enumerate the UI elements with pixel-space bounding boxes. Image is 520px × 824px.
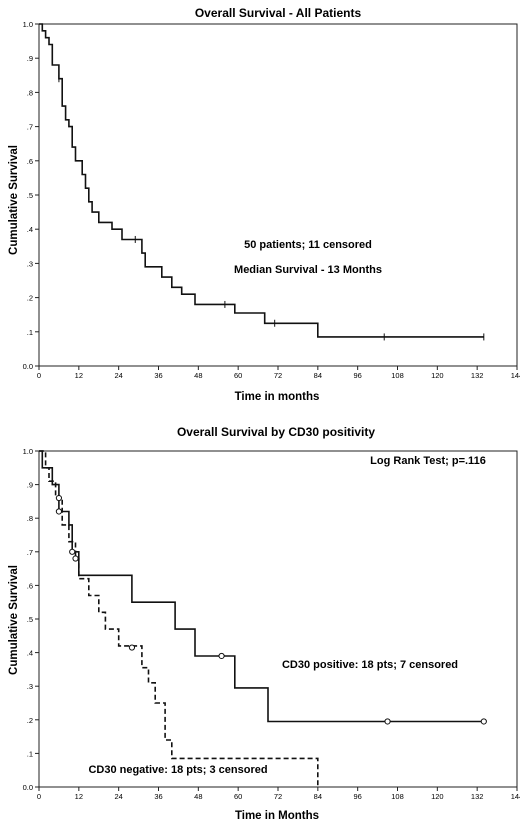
plot-frame (38, 450, 518, 788)
x-tick-label: 84 (314, 371, 322, 380)
y-tick-label: 1.0 (23, 447, 33, 456)
censor-mark (72, 555, 79, 562)
y-tick-label: .6 (27, 157, 33, 166)
y-tick-label: .9 (27, 54, 33, 63)
series-line-cd30-positive (39, 450, 484, 723)
x-tick-label: 108 (391, 792, 404, 801)
y-tick-label: .3 (27, 259, 33, 268)
censor-mark (69, 548, 76, 555)
y-tick-label: .3 (27, 682, 33, 691)
y-tick-label: .5 (27, 615, 33, 624)
x-tick-label: 36 (154, 792, 162, 801)
y-tick-label: 0.0 (23, 783, 33, 792)
plot-frame (38, 23, 518, 367)
y-tick-label: .5 (27, 191, 33, 200)
x-tick-label: 24 (114, 792, 122, 801)
chart-title: Overall Survival - All Patients (195, 6, 362, 20)
annotation-median: Median Survival - 13 Months (234, 264, 382, 276)
x-tick-label: 120 (431, 792, 444, 801)
x-tick-label: 96 (353, 371, 361, 380)
y-tick-label: .4 (27, 649, 33, 658)
y-tick-label: 1.0 (23, 20, 33, 29)
x-tick-label: 24 (114, 371, 122, 380)
censor-mark (384, 718, 391, 725)
x-tick-label: 132 (471, 371, 484, 380)
chart-title: Overall Survival by CD30 positivity (177, 425, 375, 439)
survival-curve (39, 23, 484, 338)
x-tick-label: 144 (511, 371, 520, 380)
x-axis-label: Time in months (235, 391, 320, 403)
y-axis-label: Cumulative Survival (8, 145, 20, 255)
y-tick-label: .2 (27, 716, 33, 725)
annotation-cd30-positive: CD30 positive: 18 pts; 7 censored (282, 659, 458, 671)
y-tick-label: .1 (27, 749, 33, 758)
annotation-patients: 50 patients; 11 censored (244, 239, 372, 251)
y-tick-label: .7 (27, 548, 33, 557)
y-axis-label: Cumulative Survival (8, 565, 20, 675)
x-tick-label: 36 (154, 371, 162, 380)
censor-mark (218, 652, 225, 660)
censor-mark (55, 508, 63, 515)
x-tick-label: 0 (37, 792, 41, 801)
x-axis-label: Time in Months (235, 810, 319, 822)
chart-survival-by-cd30: Overall Survival by CD30 positivity Cumu… (8, 425, 520, 822)
x-tick-label: 12 (75, 371, 83, 380)
chart-overall-survival: Overall Survival - All Patients Cumulati… (8, 6, 520, 403)
x-tick-label: 120 (431, 371, 444, 380)
annotation-logrank: Log Rank Test; p=.116 (370, 455, 486, 467)
x-tick-label: 12 (75, 792, 83, 801)
censor-mark (128, 644, 136, 651)
x-tick-label: 108 (391, 371, 404, 380)
y-tick-label: .4 (27, 225, 33, 234)
x-tick-label: 0 (37, 371, 41, 380)
y-tick-label: .6 (27, 581, 33, 590)
y-tick-label: 0.0 (23, 362, 33, 371)
x-tick-label: 84 (314, 792, 322, 801)
x-tick-label: 144 (511, 792, 520, 801)
annotation-cd30-negative: CD30 negative: 18 pts; 3 censored (88, 764, 267, 776)
y-tick-label: .9 (27, 481, 33, 490)
y-tick-label: .8 (27, 514, 33, 523)
x-tick-label: 60 (234, 371, 242, 380)
x-tick-label: 48 (194, 792, 202, 801)
x-tick-label: 48 (194, 371, 202, 380)
y-tick-label: .2 (27, 294, 33, 303)
x-tick-label: 72 (274, 792, 282, 801)
x-tick-label: 96 (353, 792, 361, 801)
y-tick-label: .8 (27, 88, 33, 97)
censor-mark (55, 494, 63, 502)
series-line-cd30-negative (39, 450, 319, 787)
x-tick-label: 132 (471, 792, 484, 801)
y-tick-label: .7 (27, 123, 33, 132)
x-tick-label: 72 (274, 371, 282, 380)
y-tick-label: .1 (27, 328, 33, 337)
censor-mark (480, 718, 487, 725)
x-tick-label: 60 (234, 792, 242, 801)
